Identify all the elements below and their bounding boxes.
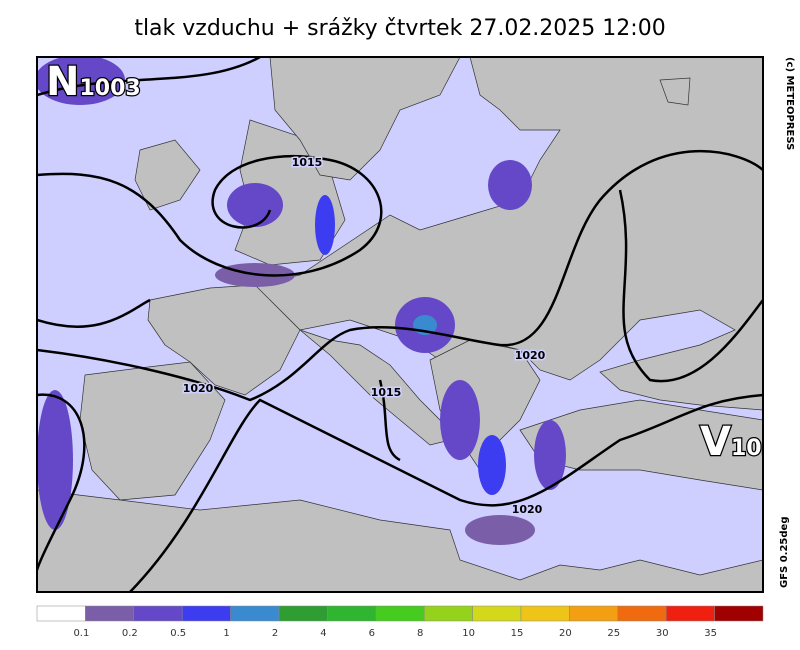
legend-swatch [327, 605, 377, 622]
legend-label: 4 [320, 628, 326, 639]
legend-swatch [617, 605, 667, 622]
map-title: tlak vzduchu + srážky čtvrtek 27.02.2025… [134, 16, 665, 41]
precip-area [37, 57, 125, 105]
center-value: 1003 [79, 76, 140, 101]
isobar [618, 189, 763, 383]
precip-area [227, 183, 283, 227]
legend-swatch [423, 605, 473, 622]
legend-swatch [85, 605, 135, 622]
precip-area [478, 435, 506, 495]
pressure-center: V1031 [700, 419, 792, 465]
isobars [37, 57, 763, 592]
legend-label: 25 [607, 628, 620, 639]
map-frame [36, 56, 764, 593]
legend-label: 10 [462, 628, 475, 639]
precip-area [315, 195, 335, 255]
legend: 0.1 0.2 0.5 1 2 4 6 8 10 15 20 25 30 35 [36, 605, 764, 639]
isobar-label: 1015 [371, 386, 402, 399]
credit: (c) METEOPRESS [784, 57, 795, 150]
legend-label: 20 [559, 628, 572, 639]
isobar-label: 1020 [515, 349, 546, 362]
precip-area [465, 515, 535, 545]
precip-area [440, 380, 480, 460]
model-name: GFS 0.25deg [779, 517, 790, 589]
legend-label: 2 [272, 628, 278, 639]
isobar-label: 1015 [292, 156, 323, 169]
legend-swatch [375, 605, 425, 622]
precipitation [37, 57, 566, 545]
isobar [37, 393, 86, 571]
isobar-label: 1020 [183, 382, 214, 395]
legend-swatch [181, 605, 231, 622]
legend-swatch [36, 605, 86, 622]
legend-label: 6 [369, 628, 375, 639]
legend-label: 35 [704, 628, 717, 639]
legend-label: 0.5 [170, 628, 186, 639]
legend-swatch [278, 605, 328, 622]
isobar [37, 57, 261, 97]
isobar [37, 298, 151, 328]
isobar [378, 379, 401, 462]
legend-swatch [472, 605, 522, 622]
legend-label: 30 [656, 628, 669, 639]
legend-swatch [714, 605, 764, 622]
land [37, 57, 763, 592]
legend-label: 1 [223, 628, 229, 639]
precip-area [37, 390, 73, 530]
map-area: 1015 1020 1015 1020 1020 N1003 V1031 [37, 57, 792, 592]
legend-swatch [133, 605, 183, 622]
legend-swatch [665, 605, 715, 622]
legend-label: 8 [417, 628, 423, 639]
pressure-center: N1003 [46, 59, 141, 105]
isobar-label: 1020 [512, 503, 543, 516]
legend-label: 15 [511, 628, 524, 639]
isobar [129, 393, 763, 592]
precip-area [534, 420, 566, 490]
legend-swatch [230, 605, 280, 622]
isobar-labels: 1015 1020 1015 1020 1020 [181, 155, 547, 518]
legend-label: 0.1 [73, 628, 89, 639]
center-letter: V [700, 419, 731, 465]
legend-swatch [520, 605, 570, 622]
legend-swatch [569, 605, 619, 622]
isobar [37, 155, 383, 277]
center-value: 1031 [731, 436, 792, 461]
pressure-centers: N1003 V1031 [45, 58, 792, 467]
precip-area [488, 160, 532, 210]
legend-label: 0.2 [122, 628, 138, 639]
isobar [37, 149, 763, 402]
center-letter: N [46, 59, 79, 105]
